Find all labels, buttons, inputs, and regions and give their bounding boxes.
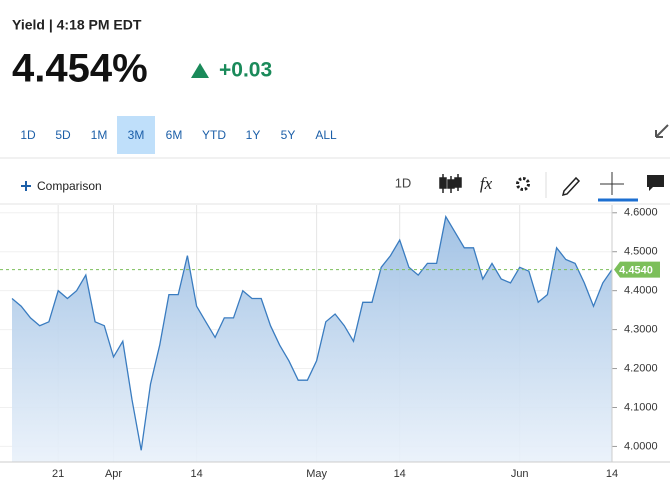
x-tick-label: 14 — [394, 468, 406, 480]
current-tag — [614, 261, 660, 278]
range-button[interactable]: 5D — [55, 128, 71, 142]
price: 4.454% — [12, 47, 148, 91]
comparison-button[interactable]: Comparison — [21, 179, 102, 193]
crosshair-icon[interactable] — [600, 172, 624, 195]
quote-title: Yield | 4:18 PM EDT — [12, 17, 142, 33]
y-tick-label: 4.1000 — [624, 401, 658, 413]
price-line — [11, 214, 613, 451]
comparison-label: Comparison — [37, 179, 102, 193]
range-button[interactable]: 3M — [117, 116, 155, 154]
comment-icon[interactable] — [647, 175, 664, 191]
range-selector: 1D 5D 1M 3M 6M YTD 1Y 5Y ALL — [20, 116, 337, 154]
x-tick-label: Apr — [105, 468, 122, 480]
range-button[interactable]: YTD — [202, 128, 226, 142]
candles-icon[interactable] — [439, 174, 462, 193]
range-button[interactable]: 5Y — [281, 128, 296, 142]
studies-button[interactable]: fx — [480, 174, 493, 193]
settings-icon[interactable] — [516, 177, 530, 191]
range-label: 6M — [166, 128, 183, 142]
y-tick-label: 4.4000 — [624, 285, 658, 297]
range-label: ALL — [315, 128, 337, 142]
range-label: 3M — [128, 128, 145, 142]
y-tick-label: 4.6000 — [624, 207, 658, 219]
up-arrow — [191, 63, 209, 78]
range-label: YTD — [202, 128, 226, 142]
x-tick-label: 21 — [52, 468, 64, 480]
chart: 4.0000 4.1000 4.2000 4.3000 4.4000 4.5000 4.60… — [0, 205, 670, 480]
range-label: 1Y — [246, 128, 261, 142]
range-label: 5Y — [281, 128, 296, 142]
y-tick-label: 4.3000 — [624, 324, 658, 336]
x-tick-label: Jun — [511, 468, 529, 480]
x-tick-label: May — [306, 468, 327, 480]
draw-icon[interactable] — [561, 176, 581, 197]
current-label: 4.4540 — [619, 265, 653, 277]
range-button[interactable]: ALL — [315, 128, 337, 142]
range-label: 5D — [55, 128, 71, 142]
y-tick-label: 4.5000 — [624, 246, 658, 258]
range-active-bg — [117, 116, 155, 154]
area-fill — [12, 216, 612, 462]
range-button[interactable]: 6M — [166, 128, 183, 142]
range-button[interactable]: 1D — [20, 128, 36, 142]
range-button[interactable]: 1Y — [246, 128, 261, 142]
range-label: 1M — [91, 128, 108, 142]
expand-icon[interactable] — [655, 124, 669, 138]
plus-icon — [21, 181, 31, 191]
range-label: 1D — [20, 128, 36, 142]
x-tick-label: 14 — [190, 468, 202, 480]
y-tick-label: 4.0000 — [624, 440, 658, 452]
y-tick-label: 4.2000 — [624, 362, 658, 374]
x-tick-label: 14 — [606, 468, 618, 480]
range-button[interactable]: 1M — [91, 128, 108, 142]
interval-button[interactable]: 1D — [395, 175, 412, 190]
price-change: +0.03 — [219, 59, 272, 82]
